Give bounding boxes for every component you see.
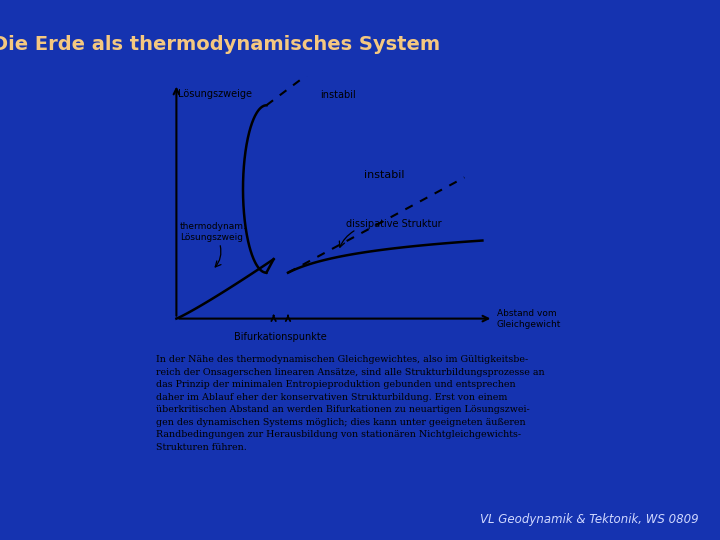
Text: instabil: instabil <box>320 90 356 99</box>
Text: dissipative Struktur: dissipative Struktur <box>346 219 441 229</box>
Text: Lösungszweige: Lösungszweige <box>179 89 252 99</box>
Text: VL Geodynamik & Tektonik, WS 0809: VL Geodynamik & Tektonik, WS 0809 <box>480 514 698 526</box>
Text: Die Erde als thermodynamisches System: Die Erde als thermodynamisches System <box>0 35 440 54</box>
Text: instabil: instabil <box>364 171 404 180</box>
Text: Bifurkationspunkte: Bifurkationspunkte <box>235 332 327 342</box>
Text: Abstand vom
Gleichgewicht: Abstand vom Gleichgewicht <box>497 308 561 329</box>
Text: In der Nähe des thermodynamischen Gleichgewichtes, also im Gültigkeitsbe-
reich : In der Nähe des thermodynamischen Gleich… <box>156 355 545 451</box>
Text: thermodynam.
Lösungszweig: thermodynam. Lösungszweig <box>180 222 247 242</box>
